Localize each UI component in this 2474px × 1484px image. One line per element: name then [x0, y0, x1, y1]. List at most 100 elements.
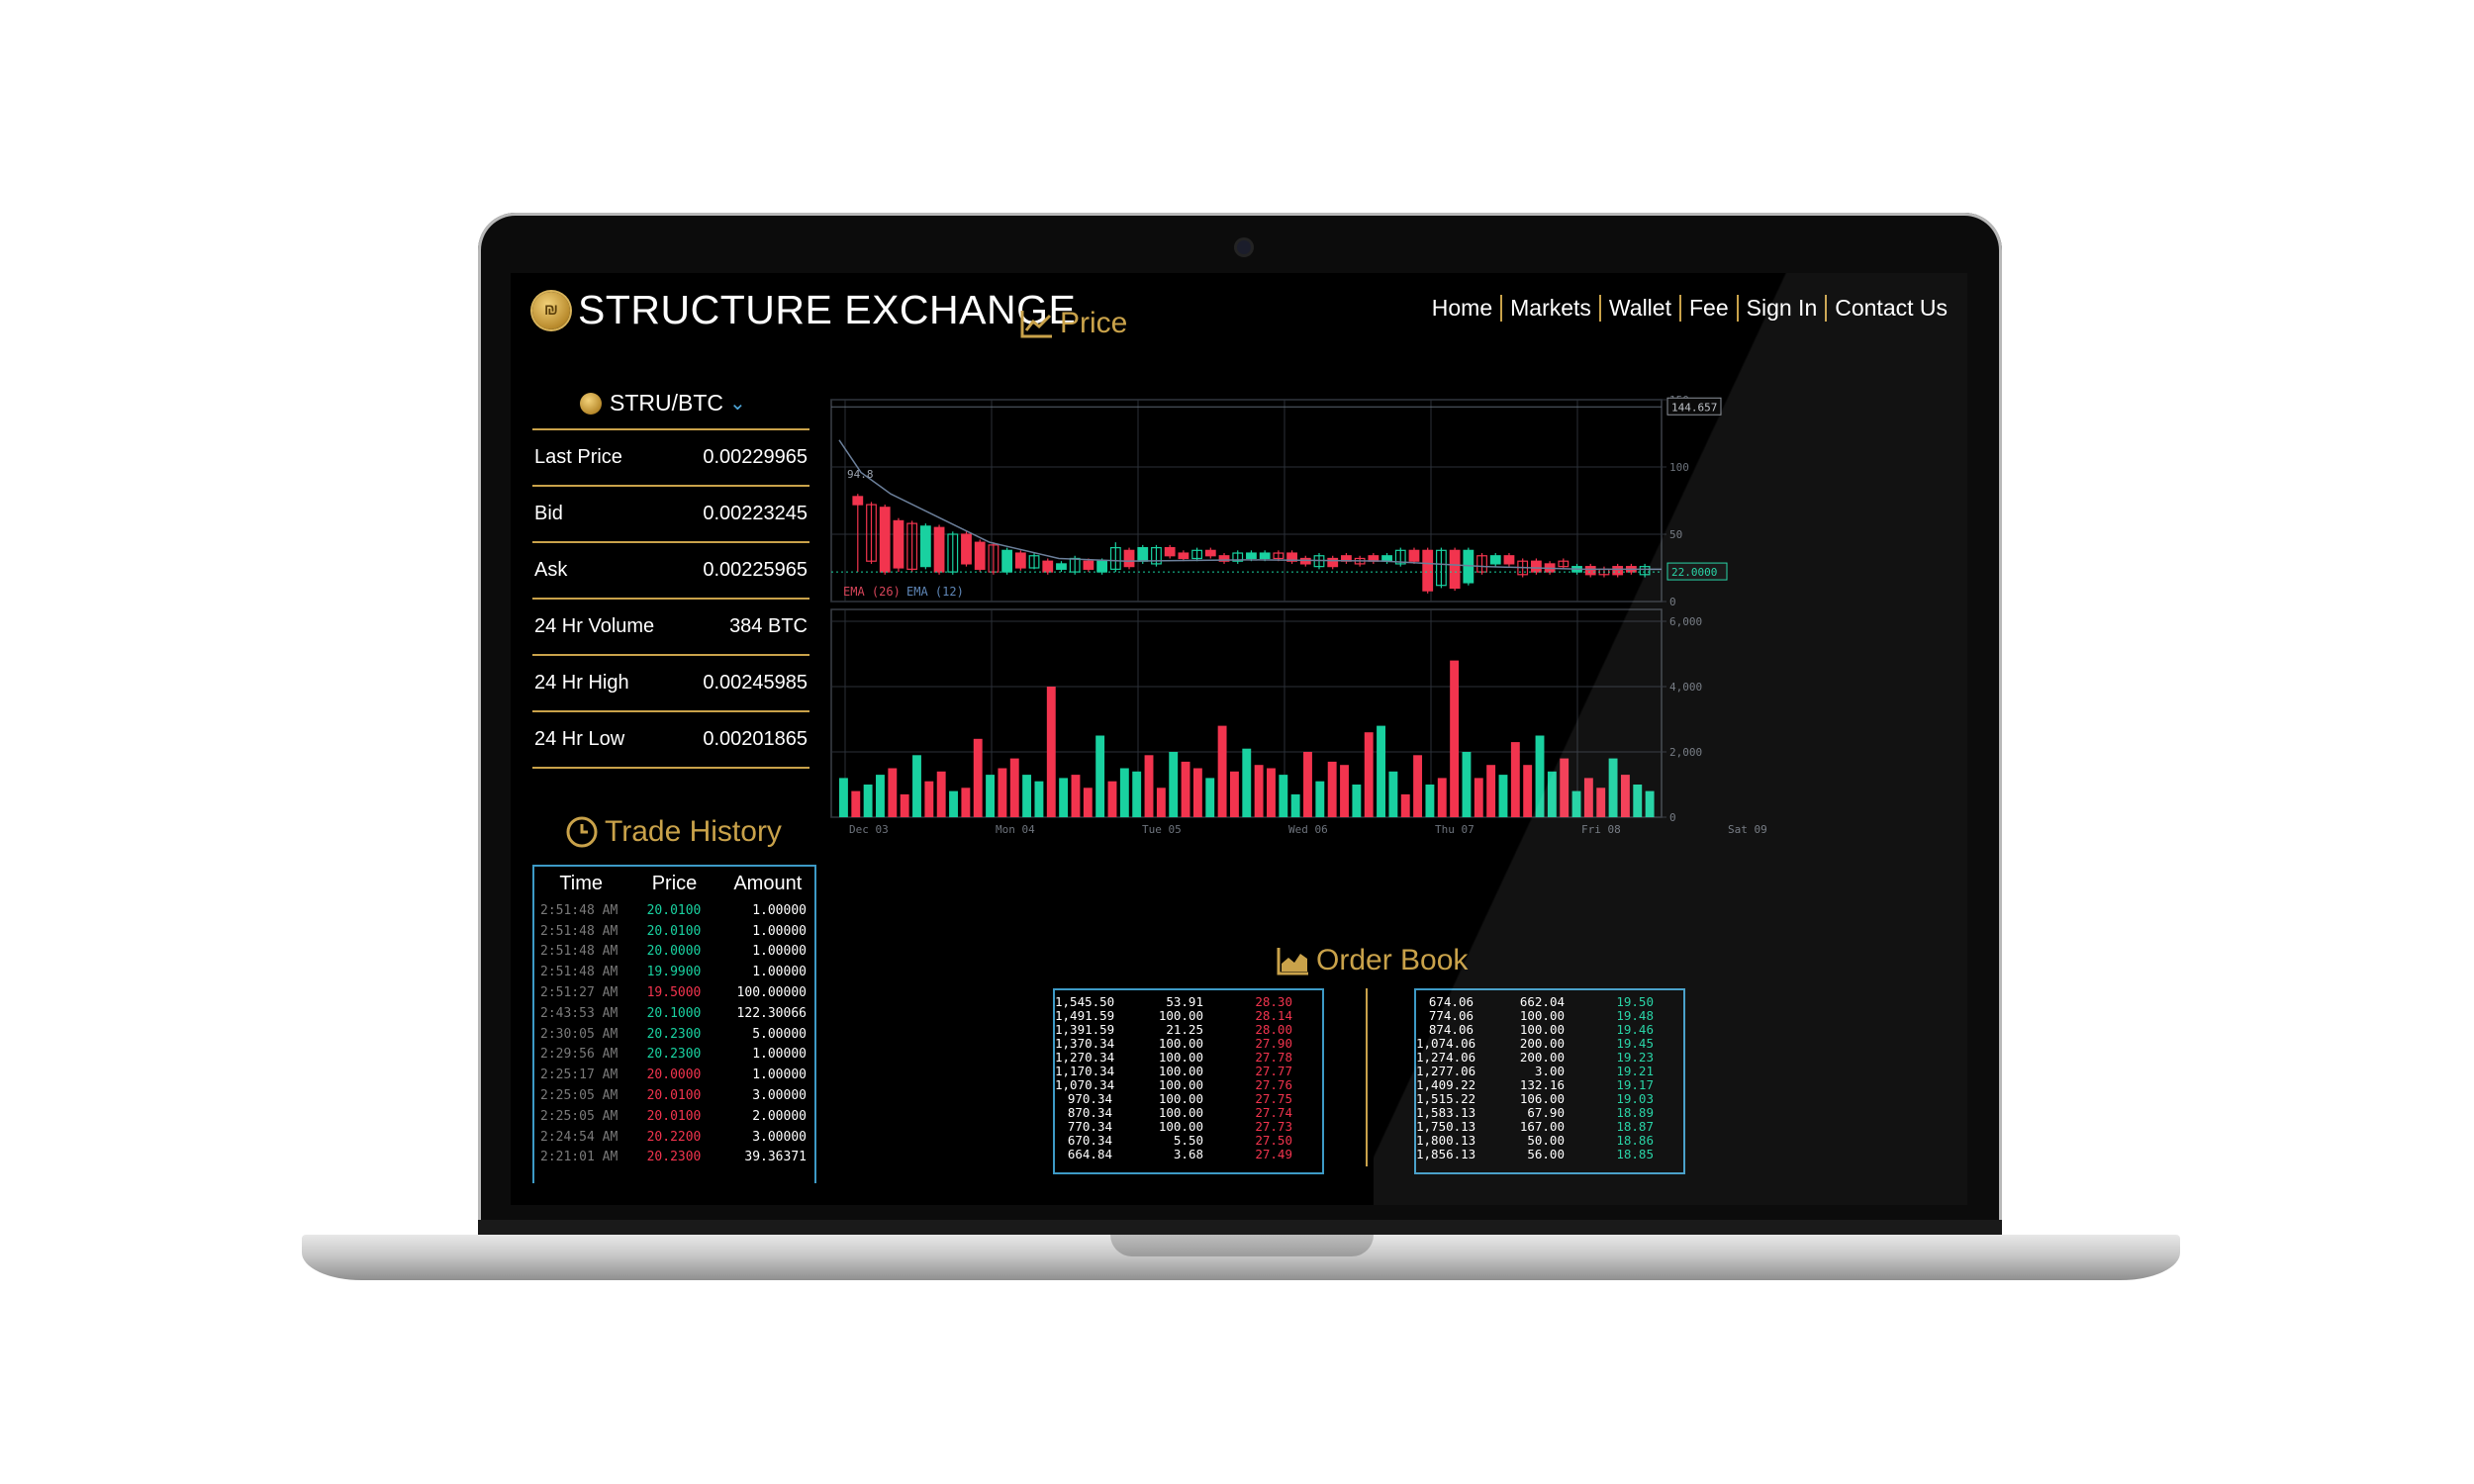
pair-selector[interactable]: STRU/BTC ⌄: [580, 390, 746, 417]
candle-body: [1001, 549, 1013, 573]
order-row[interactable]: 1,583.13 67.90 18.89: [1416, 1104, 1683, 1120]
order-total: 874.06: [1428, 1021, 1474, 1037]
order-row[interactable]: 1,545.50 53.91 28.30: [1055, 994, 1322, 1009]
order-row[interactable]: 1,270.34 100.00 27.78: [1055, 1050, 1322, 1065]
volume-bar: [1560, 758, 1570, 817]
order-total: 1,277.06: [1416, 1063, 1476, 1078]
order-size: 200.00: [1519, 1049, 1565, 1065]
candle-body: [1422, 549, 1434, 592]
order-total: 1,491.59: [1055, 1007, 1115, 1023]
table-row: 2:51:48 AM 20.0000 1.00000: [534, 942, 814, 963]
ema-label: EMA (12): [906, 585, 964, 599]
volume-tick-label: 2,000: [1669, 746, 1702, 759]
order-total: 1,070.34: [1055, 1076, 1115, 1092]
volume-bar: [961, 788, 971, 817]
candle-body: [1096, 560, 1108, 573]
order-row[interactable]: 674.06 662.04 19.50: [1416, 993, 1683, 1009]
volume-bar: [1645, 790, 1655, 817]
stat-label: 24 Hr Volume: [534, 615, 655, 637]
order-size: 662.04: [1519, 993, 1565, 1009]
logo[interactable]: ₪ STRUCTURE EXCHANGE: [532, 287, 1076, 333]
order-row[interactable]: 1,277.06 3.00 19.21: [1416, 1063, 1683, 1078]
volume-bar: [1156, 788, 1166, 817]
order-row[interactable]: 870.34 100.00 27.74: [1055, 1104, 1322, 1120]
order-row[interactable]: 1,070.34 100.00 27.76: [1055, 1076, 1322, 1092]
order-price: 27.90: [1255, 1035, 1292, 1051]
order-price: 18.87: [1616, 1118, 1654, 1134]
order-row[interactable]: 1,515.22 106.00 19.03: [1416, 1091, 1683, 1106]
price-chart[interactable]: Dec 03 Mon 04 Tue 05 Wed 06 Thu 07 Fri 08 Sat …: [825, 392, 1953, 886]
order-row[interactable]: 774.06 100.00 19.48: [1416, 1008, 1683, 1023]
volume-tick-label: 0: [1669, 811, 1676, 824]
high-price-tag-label: 144.657: [1671, 401, 1717, 414]
table-row: 2:51:48 AM 20.0100 1.00000: [534, 900, 814, 921]
candle-body: [988, 544, 999, 573]
trade-amount: 1.00000: [752, 1047, 807, 1063]
candle-body: [1178, 552, 1189, 560]
trade-amount: 1.00000: [752, 902, 807, 918]
volume-tick-label: 6,000: [1669, 615, 1702, 628]
order-row[interactable]: 670.34 5.50 27.50: [1055, 1133, 1322, 1148]
column-header: Price: [651, 872, 698, 894]
order-book-divider: [1366, 988, 1368, 1166]
order-row[interactable]: 664.84 3.68 27.49: [1055, 1146, 1322, 1161]
nav-markets[interactable]: Markets: [1500, 295, 1599, 322]
volume-bar: [973, 738, 983, 817]
candlestick-chart[interactable]: Dec 03 Mon 04 Tue 05 Wed 06 Thu 07 Fri 08 Sat …: [825, 392, 1953, 886]
order-row[interactable]: 1,274.06 200.00 19.23: [1416, 1049, 1683, 1065]
volume-bar: [1034, 781, 1044, 817]
trade-history-header: Time Price Amount: [534, 867, 814, 900]
order-size: 100.00: [1158, 1090, 1203, 1106]
order-row[interactable]: 770.34 100.00 27.73: [1055, 1118, 1322, 1134]
volume-bar: [1535, 735, 1545, 817]
current-price-tag: [1666, 562, 1728, 581]
order-row[interactable]: 1,750.13 167.00 18.87: [1416, 1118, 1683, 1134]
order-row[interactable]: 1,491.59 100.00 28.14: [1055, 1007, 1322, 1023]
order-row[interactable]: 970.34 100.00 27.75: [1055, 1090, 1322, 1106]
candle-body: [1218, 555, 1230, 562]
volume-bar: [1498, 775, 1508, 817]
trade-amount: 1.00000: [752, 965, 807, 980]
brand-name: STRUCTURE EXCHANGE: [578, 287, 1077, 332]
order-price: 27.74: [1255, 1104, 1292, 1120]
coin-icon: [580, 392, 602, 415]
order-total: 664.84: [1067, 1146, 1112, 1161]
trade-time: 2:43:53 AM: [540, 1005, 618, 1021]
order-total: 770.34: [1067, 1118, 1112, 1134]
candle-body: [1584, 566, 1596, 576]
order-row[interactable]: 1,391.59 21.25 28.00: [1055, 1022, 1322, 1037]
order-size: 132.16: [1519, 1076, 1565, 1092]
order-row[interactable]: 1,370.34 100.00 27.90: [1055, 1035, 1322, 1051]
nav-fee[interactable]: Fee: [1678, 295, 1737, 322]
nav-wallet[interactable]: Wallet: [1598, 295, 1679, 322]
volume-bar: [1327, 761, 1337, 817]
nav-home[interactable]: Home: [1431, 295, 1493, 321]
nav-sign-in[interactable]: Sign In: [1736, 295, 1826, 322]
trade-time: 2:51:48 AM: [540, 902, 618, 918]
trade-amount: 2.00000: [752, 1108, 807, 1124]
order-row[interactable]: 874.06 100.00 19.46: [1416, 1021, 1683, 1037]
order-total: 1,583.13: [1416, 1104, 1476, 1120]
x-tick-label: Mon 04: [996, 823, 1035, 836]
nav-contact-us[interactable]: Contact Us: [1825, 295, 1955, 322]
volume-bar: [1620, 775, 1630, 817]
volume-bar: [1547, 771, 1557, 817]
order-size: 200.00: [1519, 1035, 1565, 1051]
candle-body: [919, 525, 931, 568]
trade-price: 20.2300: [646, 1150, 702, 1165]
order-row[interactable]: 1,074.06 200.00 19.45: [1416, 1035, 1683, 1051]
order-price: 19.23: [1616, 1049, 1654, 1065]
order-row[interactable]: 1,800.13 50.00 18.86: [1416, 1133, 1683, 1148]
stat-row: Bid 0.00223245: [532, 485, 809, 541]
top-nav: Home Markets Wallet Fee Sign In Contact …: [1424, 295, 1955, 322]
stat-value: 0.00223245: [703, 503, 808, 524]
candle-body: [1123, 549, 1135, 568]
order-row[interactable]: 1,856.13 56.00 18.85: [1416, 1147, 1683, 1161]
candle-body: [1083, 560, 1094, 570]
volume-bar: [998, 768, 1007, 817]
trade-price: 19.9900: [646, 965, 702, 980]
order-row[interactable]: 1,409.22 132.16 19.17: [1416, 1076, 1683, 1092]
candle-body: [1259, 552, 1271, 560]
order-row[interactable]: 1,170.34 100.00 27.77: [1055, 1064, 1322, 1078]
candle-body: [1273, 552, 1285, 560]
